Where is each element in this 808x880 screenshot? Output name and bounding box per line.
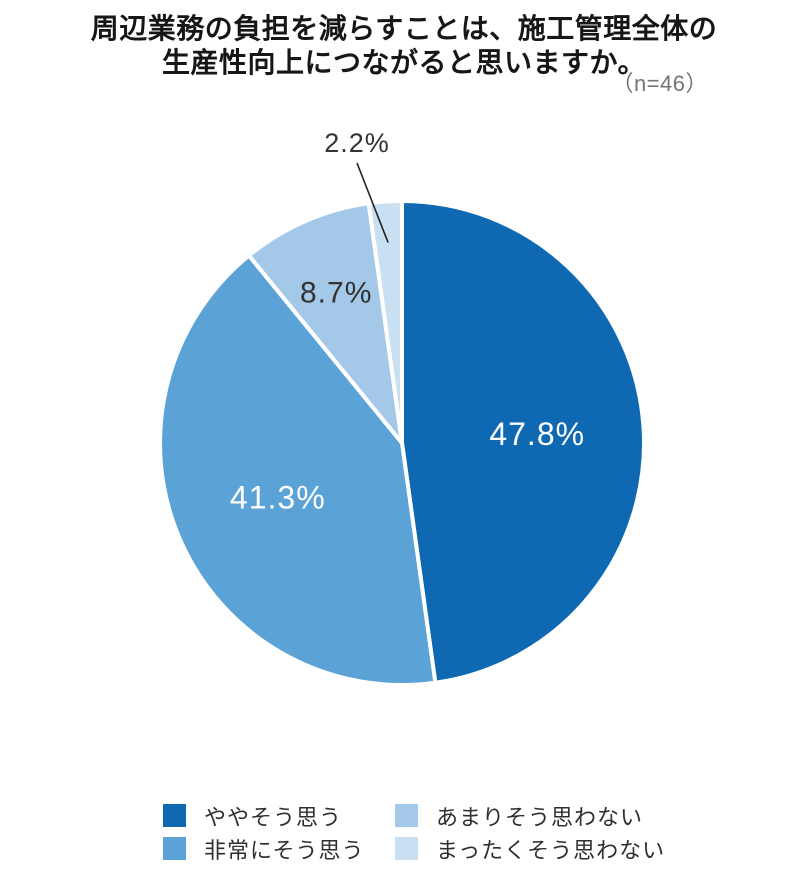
legend-label-somewhat-agree: ややそう思う	[204, 804, 343, 830]
legend-swatch-strongly-agree	[163, 837, 186, 860]
slice-label-1: 41.3%	[230, 479, 326, 515]
legend-item-strongly-disagree: まったくそう思わない	[395, 837, 665, 863]
legend-item-somewhat-agree: ややそう思う	[163, 804, 395, 830]
legend-swatch-somewhat-agree	[163, 804, 186, 827]
chart-title: 周辺業務の負担を減らすことは、施工管理全体の 生産性向上につながると思いますか。	[90, 13, 718, 78]
pie-slice-0	[400, 199, 646, 685]
legend-swatch-somewhat-disagree	[395, 804, 418, 827]
legend-label-somewhat-disagree: あまりそう思わない	[436, 804, 644, 830]
slice-label-0: 47.8%	[489, 416, 585, 452]
legend-swatch-strongly-disagree	[395, 837, 418, 860]
pie-slice-2	[246, 201, 404, 445]
slice-label-2: 8.7%	[300, 277, 372, 310]
legend-label-strongly-agree: 非常にそう思う	[204, 837, 365, 863]
slice-label-3: 2.2%	[324, 128, 390, 158]
pie-slice-1	[158, 253, 438, 687]
leader-line	[356, 162, 389, 243]
pie-slice-3	[366, 199, 404, 445]
legend-label-strongly-disagree: まったくそう思わない	[436, 837, 666, 863]
legend-item-somewhat-disagree: あまりそう思わない	[395, 804, 665, 830]
sample-size-label: （n=46）	[611, 71, 708, 96]
legend: ややそう思う 非常にそう思う あまりそう思わない まったくそう思わない	[163, 804, 665, 863]
legend-item-strongly-agree: 非常にそう思う	[163, 837, 395, 863]
